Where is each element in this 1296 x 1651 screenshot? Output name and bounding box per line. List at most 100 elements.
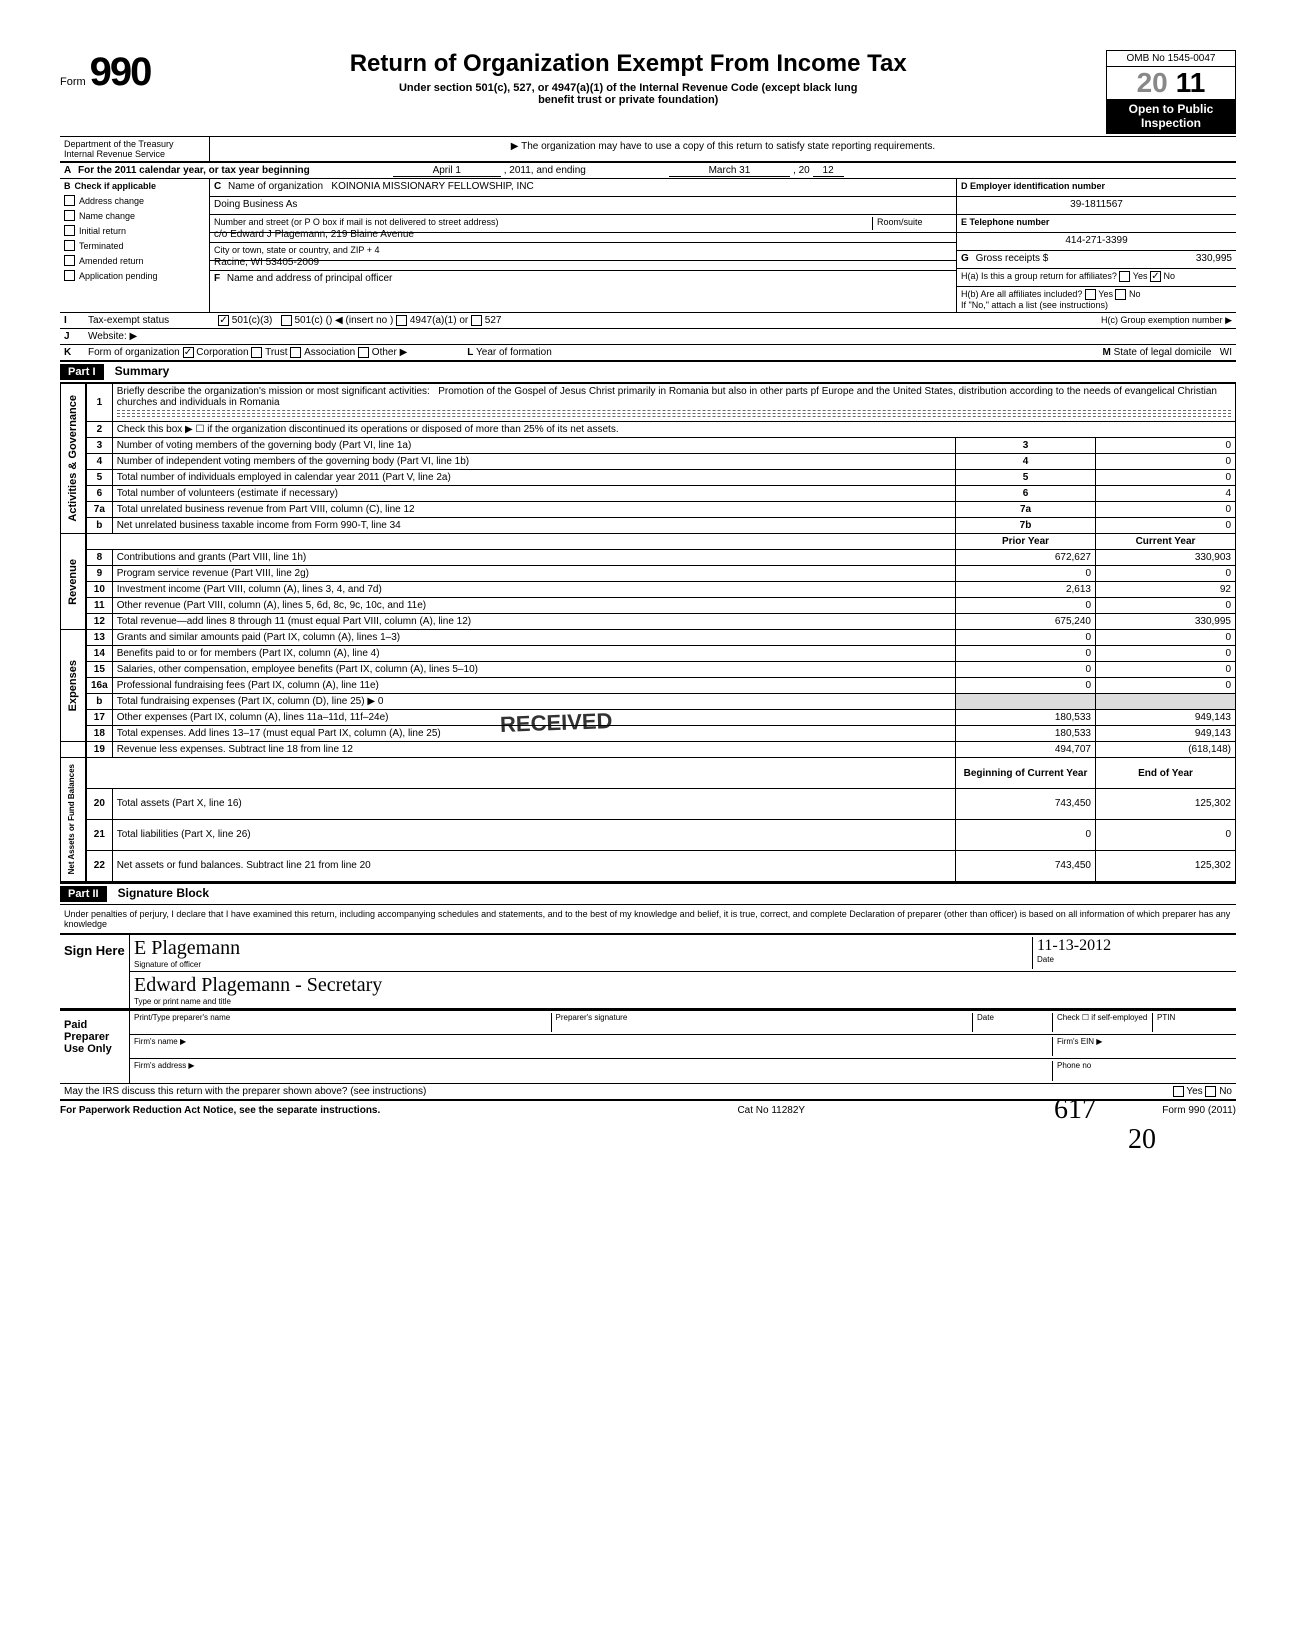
cb-501c[interactable] — [281, 315, 292, 326]
cb-assoc[interactable] — [290, 347, 301, 358]
room-label: Room/suite — [872, 217, 952, 230]
corp: Corporation — [196, 347, 248, 358]
501c3: 501(c)(3) — [232, 315, 273, 326]
yr-prefix: , 20 — [793, 165, 810, 176]
hc-text: H(c) Group exemption number ▶ — [1101, 315, 1232, 326]
ha-yes[interactable] — [1119, 271, 1130, 282]
omb-box: OMB No 1545-0047 2011 Open to Public Ins… — [1106, 50, 1236, 134]
exp-b-prior — [956, 694, 1096, 710]
copy-note: ▶ The organization may have to use a cop… — [210, 137, 1236, 161]
other: Other ▶ — [372, 347, 407, 358]
perjury-text: Under penalties of perjury, I declare th… — [60, 905, 1236, 933]
org-name: KOINONIA MISSIONARY FELLOWSHIP, INC — [331, 181, 533, 192]
checkbox-addr[interactable] — [64, 195, 75, 206]
checkbox-app[interactable] — [64, 270, 75, 281]
gov-4-text: Number of independent voting members of … — [112, 454, 955, 470]
year-suffix: 11 — [1172, 67, 1210, 98]
exp-b-curr — [1096, 694, 1236, 710]
k-text: Form of organization — [88, 347, 180, 358]
sign-date: 11-13-2012 — [1037, 937, 1232, 955]
col-org: C Name of organization KOINONIA MISSIONA… — [210, 179, 956, 312]
checkbox-name[interactable] — [64, 210, 75, 221]
hand-20: 20 — [1128, 1124, 1156, 1156]
m-text: State of legal domicile — [1114, 347, 1212, 358]
exp-16a-prior: 0 — [956, 678, 1096, 694]
gov-b-val: 0 — [1096, 518, 1236, 534]
gov-3-val: 0 — [1096, 438, 1236, 454]
rev-11-curr: 0 — [1096, 598, 1236, 614]
exp-18-prior: 180,533 — [956, 726, 1096, 742]
irs-discuss: May the IRS discuss this return with the… — [64, 1086, 426, 1097]
subtitle-1: Under section 501(c), 527, or 4947(a)(1)… — [170, 82, 1086, 94]
gov-b-box: 7b — [956, 518, 1096, 534]
cb-trust[interactable] — [251, 347, 262, 358]
dept-row: Department of the Treasury Internal Reve… — [60, 136, 1236, 163]
cb-4947[interactable] — [396, 315, 407, 326]
firm-ein: Firm's EIN ▶ — [1052, 1037, 1232, 1056]
date-label: Date — [1037, 955, 1232, 964]
bal-21-text: Total liabilities (Part X, line 26) — [112, 819, 955, 850]
checkbox-initial[interactable] — [64, 225, 75, 236]
checkbox-amend[interactable] — [64, 255, 75, 266]
cb-other[interactable] — [358, 347, 369, 358]
gov-4-box: 4 — [956, 454, 1096, 470]
label-m: M — [1102, 347, 1110, 358]
discuss-no[interactable] — [1205, 1086, 1216, 1097]
rev-12-num: 12 — [86, 614, 112, 630]
exp-14-text: Benefits paid to or for members (Part IX… — [112, 646, 955, 662]
bal-22-prior: 743,450 — [956, 850, 1096, 881]
ha-no[interactable]: ✓ — [1150, 271, 1161, 282]
checkbox-term[interactable] — [64, 240, 75, 251]
h-note: If "No," attach a list (see instructions… — [961, 300, 1232, 310]
rev-9-prior: 0 — [956, 566, 1096, 582]
form-header: Form 990 Return of Organization Exempt F… — [60, 50, 1236, 134]
rev-11-text: Other revenue (Part VIII, column (A), li… — [112, 598, 955, 614]
exp-16a-num: 16a — [86, 678, 112, 694]
label-app: Application pending — [79, 271, 158, 281]
exp-b-text: Total fundraising expenses (Part IX, col… — [112, 694, 955, 710]
gov-7a-num: 7a — [86, 502, 112, 518]
l-text: Year of formation — [476, 347, 552, 358]
line-2-num: 2 — [86, 422, 112, 438]
phone: 414-271-3399 — [957, 233, 1236, 251]
form-rev: Form 990 (2011) — [1162, 1105, 1236, 1116]
bal-20-curr: 125,302 — [1096, 788, 1236, 819]
bal-20-text: Total assets (Part X, line 16) — [112, 788, 955, 819]
cb-501c3[interactable]: ✓ — [218, 315, 229, 326]
dba-label: Doing Business As — [214, 199, 297, 210]
exp-17-text: Other expenses (Part IX, column (A), lin… — [112, 710, 955, 726]
527: 527 — [485, 315, 502, 326]
row-k: K Form of organization ✓ Corporation Tru… — [60, 345, 1236, 362]
hb-yes[interactable] — [1085, 289, 1096, 300]
exp-13-curr: 0 — [1096, 630, 1236, 646]
officer-name: Edward Plagemann - Secretary — [134, 974, 1232, 997]
cb-corp[interactable]: ✓ — [183, 347, 194, 358]
exp-row-7-num: 19 — [86, 742, 112, 758]
city-val: Racine, WI 53405-2009 — [214, 257, 319, 268]
gov-7a-box: 7a — [956, 502, 1096, 518]
firm-name: Firm's name ▶ — [134, 1037, 1052, 1056]
sign-here-label: Sign Here — [60, 935, 130, 1008]
exp-13-text: Grants and similar amounts paid (Part IX… — [112, 630, 955, 646]
hand-617: 617 — [1054, 1094, 1096, 1126]
prep-date: Date — [972, 1013, 1052, 1032]
rev-9-curr: 0 — [1096, 566, 1236, 582]
bal-22-text: Net assets or fund balances. Subtract li… — [112, 850, 955, 881]
bal-21-num: 21 — [86, 819, 112, 850]
street-val: c/o Edward J Plagemann, 219 Blaine Avenu… — [214, 229, 414, 240]
label-amend: Amended return — [79, 256, 144, 266]
discuss-yes[interactable] — [1173, 1086, 1184, 1097]
exp-15-prior: 0 — [956, 662, 1096, 678]
exp-row-7-p: 494,707 — [956, 742, 1096, 758]
label-addr: Address change — [79, 196, 144, 206]
prep-sig: Preparer's signature — [551, 1013, 973, 1032]
label-term: Terminated — [79, 241, 124, 251]
cb-527[interactable] — [471, 315, 482, 326]
rev-11-num: 11 — [86, 598, 112, 614]
exp-14-prior: 0 — [956, 646, 1096, 662]
exp-row-7-c: (618,148) — [1096, 742, 1236, 758]
hb-no[interactable] — [1115, 289, 1126, 300]
label-initial: Initial return — [79, 226, 126, 236]
label-k: K — [64, 347, 84, 358]
hdr-end: End of Year — [1096, 758, 1236, 789]
